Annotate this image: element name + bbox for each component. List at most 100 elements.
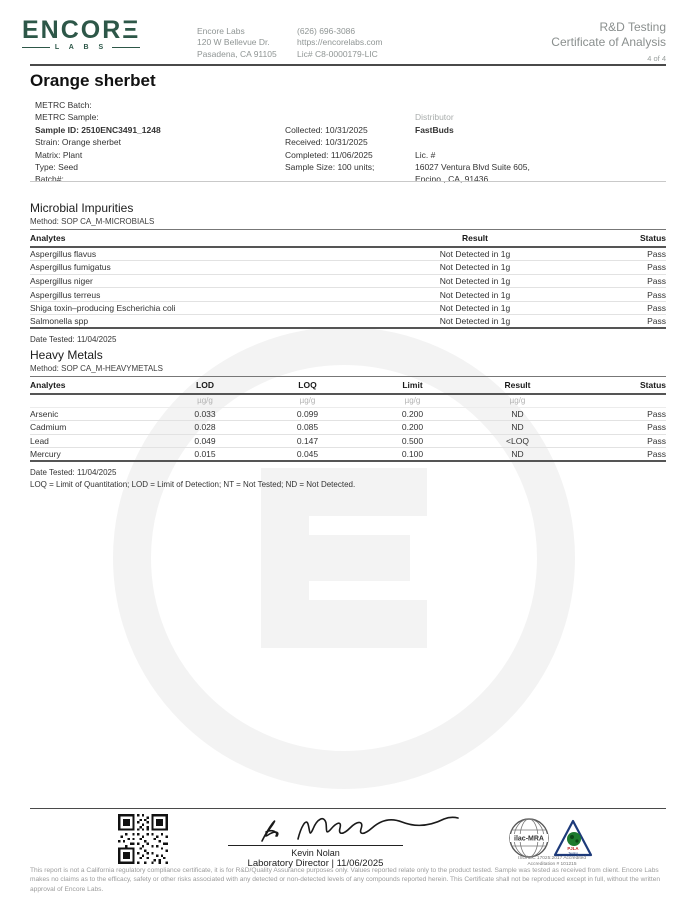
microbial-section-title: Microbial Impurities (30, 201, 134, 215)
iso-accreditation-line: ISO/IEC 17025:2017 Accredited (518, 856, 586, 861)
accreditation-number: Accreditation # 101215 (527, 861, 577, 867)
analyte-loq: 0.147 (296, 435, 319, 446)
batch-number: Batch#: (35, 174, 64, 185)
svg-text:ilac-MRA: ilac-MRA (514, 836, 544, 843)
sample-details-column: METRC Batch: METRC Sample: Sample ID: 25… (35, 99, 161, 186)
sample-type: Type: Seed (35, 162, 79, 173)
accreditation-text: ISO/IEC 17025:2017 Accredited Accreditat… (493, 856, 611, 867)
abbreviations-footnote: LOQ = Limit of Quantitation; LOD = Limit… (30, 479, 356, 489)
date-collected: Collected: 10/31/2025 (285, 124, 368, 135)
signatory-name: Kevin Nolan (291, 848, 340, 858)
table-row: Mercury 0.015 0.045 0.100 ND Pass (30, 448, 666, 462)
table-row: Aspergillus flavus Not Detected in 1g Pa… (30, 248, 666, 262)
unit-label: µg/g (404, 396, 421, 405)
analyte-status: Pass (647, 316, 666, 327)
date-completed: Completed: 11/06/2025 (285, 149, 373, 160)
analyte-result: Not Detected in 1g (439, 248, 511, 259)
microbial-impurities-section: Microbial Impurities Method: SOP CA_M-MI… (30, 201, 666, 344)
table-row: Aspergillus terreus Not Detected in 1g P… (30, 288, 666, 302)
analyte-name: Aspergillus fumigatus (30, 262, 111, 273)
analyte-loq: 0.085 (296, 422, 319, 433)
analyte-result: Not Detected in 1g (439, 262, 511, 273)
analyte-result: Not Detected in 1g (439, 289, 511, 300)
sample-dates-column: Collected: 10/31/2025 Received: 10/31/20… (285, 99, 374, 173)
column-header-status: Status (640, 379, 666, 390)
metrc-sample: METRC Sample: (35, 112, 99, 123)
column-header-result: Result (462, 232, 488, 243)
heavy-metals-date-tested: Date Tested: 11/04/2025 (30, 467, 117, 477)
distributor-name: FastBuds (415, 124, 454, 135)
analyte-status: Pass (647, 435, 666, 446)
header-divider (30, 64, 666, 66)
signature-line (228, 845, 403, 846)
sample-size: Sample Size: 100 units; (285, 162, 375, 172)
analyte-status: Pass (647, 262, 666, 273)
sample-title: Orange sherbet (30, 71, 156, 90)
column-header-limit: Limit (402, 379, 423, 390)
analyte-loq: 0.045 (296, 449, 319, 460)
qr-code (118, 814, 168, 864)
table-row: Cadmium 0.028 0.085 0.200 ND Pass (30, 421, 666, 435)
doc-type: Certificate of Analysis (551, 34, 666, 49)
analyte-name: Salmonella spp (30, 316, 89, 327)
column-header-analytes: Analytes (30, 379, 66, 390)
analyte-limit: 0.100 (401, 449, 424, 460)
analyte-result: ND (511, 408, 524, 419)
microbial-date-tested: Date Tested: 11/04/2025 (30, 335, 117, 345)
analyte-name: Aspergillus niger (30, 275, 93, 286)
distributor-address1: 16027 Ventura Blvd Suite 605, (415, 162, 530, 172)
distributor-license: Lic. # (415, 149, 436, 160)
heavy-metals-section: Heavy Metals Method: SOP CA_M-HEAVYMETAL… (30, 348, 666, 489)
analyte-status: Pass (647, 289, 666, 300)
watermark-encore-e-logo (113, 327, 575, 789)
distributor-column: Distributor FastBuds Lic. # 16027 Ventur… (415, 99, 530, 186)
table-row: Shiga toxin–producing Escherichia coli N… (30, 302, 666, 316)
report-type-block: R&D Testing Certificate of Analysis 4 of… (551, 20, 666, 67)
analyte-result: Not Detected in 1g (439, 303, 511, 314)
unit-label: µg/g (197, 396, 213, 405)
lab-city: Pasadena, CA 91105 (197, 48, 277, 59)
analyte-loq: 0.099 (296, 408, 319, 419)
analyte-result: ND (511, 449, 524, 460)
units-row: µg/g µg/g µg/g µg/g (30, 395, 666, 408)
logo-labs-text: L A B S (54, 44, 108, 51)
analyte-name: Arsenic (30, 408, 59, 419)
matrix: Matrix: Plant (35, 149, 83, 160)
page-indicator: 4 of 4 (647, 54, 666, 63)
column-header-loq: LOQ (298, 379, 317, 390)
metrc-batch: METRC Batch: (35, 100, 92, 110)
strain: Strain: Orange sherbet (35, 137, 121, 148)
encore-labs-logo: ENCORΞ L A B S (22, 17, 140, 51)
analyte-limit: 0.500 (401, 435, 424, 446)
svg-text:Testing: Testing (568, 851, 578, 855)
logo-rule-right (112, 46, 140, 49)
analyte-status: Pass (647, 303, 666, 314)
table-row: Aspergillus fumigatus Not Detected in 1g… (30, 261, 666, 275)
lab-contact-block: (626) 696-3086 https://encorelabs.com Li… (297, 26, 383, 60)
analyte-limit: 0.200 (401, 422, 424, 433)
analyte-name: Lead (30, 435, 49, 446)
table-row: Lead 0.049 0.147 0.500 <LOQ Pass (30, 435, 666, 449)
analyte-status: Pass (647, 408, 666, 419)
microbial-method: Method: SOP CA_M-MICROBIALS (30, 217, 155, 226)
unit-label: µg/g (509, 396, 526, 405)
column-header-analytes: Analytes (30, 232, 66, 243)
analyte-result: ND (511, 422, 524, 433)
pjla-logo: PJLA Testing (553, 819, 593, 857)
analyte-name: Aspergillus terreus (30, 289, 101, 300)
logo-rule-left (22, 46, 50, 49)
signatory-title: Laboratory Director | 11/06/2025 (247, 858, 384, 869)
analyte-result: <LOQ (506, 435, 529, 446)
sample-divider (30, 181, 666, 182)
table-row: Arsenic 0.033 0.099 0.200 ND Pass (30, 408, 666, 422)
analyte-lod: 0.049 (194, 435, 216, 446)
lab-website-link[interactable]: https://encorelabs.com (297, 37, 383, 48)
heavy-metals-table-header: Analytes LOD LOQ Limit Result Status (30, 376, 666, 395)
analyte-status: Pass (647, 248, 666, 259)
logo-e-glyph: Ξ (122, 16, 141, 44)
analyte-status: Pass (647, 422, 666, 433)
date-received: Received: 10/31/2025 (285, 137, 368, 148)
lab-name: Encore Labs (197, 26, 245, 36)
distributor-label: Distributor (415, 112, 454, 123)
analyte-name: Mercury (30, 449, 61, 460)
